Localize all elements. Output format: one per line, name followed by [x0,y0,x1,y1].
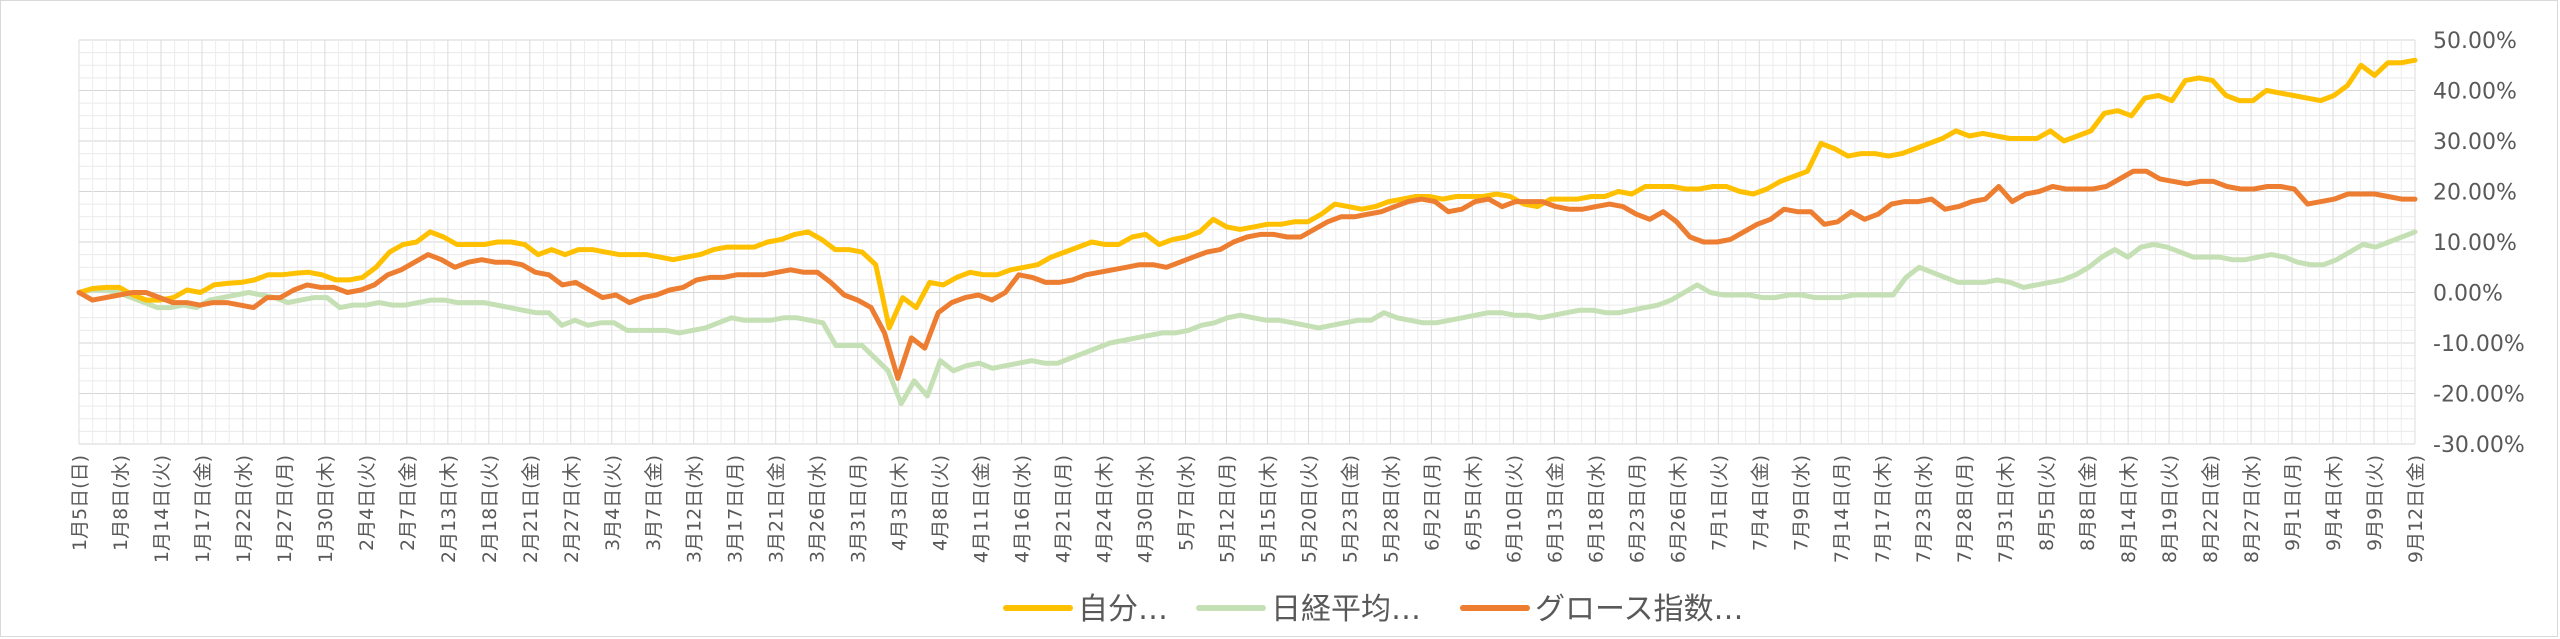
x-tick-label: 3月21日(金) [766,455,788,563]
x-tick-label: 6月10日(火) [1503,455,1525,563]
x-tick-label: 4月21日(月) [1053,455,1075,563]
x-tick-label: 4月3日(木) [889,455,911,551]
x-tick-label: 4月24日(木) [1094,455,1116,563]
x-tick-label: 7月14日(月) [1831,455,1853,563]
legend: 自分… 日経平均… グロース指数… [1003,592,1744,627]
y-tick-label: 40.00% [2433,80,2517,105]
x-tick-label: 1月22日(水) [233,455,255,563]
x-tick-label: 3月31日(月) [848,455,870,563]
legend-entry: 自分… [1078,592,1168,627]
x-tick-label: 5月20日(火) [1298,455,1320,563]
x-tick-label: 7月9日(水) [1790,455,1812,551]
series-lines [76,57,2418,407]
x-tick-label: 5月28日(水) [1380,455,1402,563]
legend-entry: 日経平均… [1271,592,1421,627]
x-tick-label: 1月27日(月) [274,455,296,563]
x-tick-label: 4月11日(金) [971,455,993,563]
x-tick-label: 4月30日(水) [1135,455,1157,563]
x-tick-label: 6月23日(月) [1626,455,1648,563]
x-tick-label: 7月4日(金) [1749,455,1771,551]
x-tick-label: 9月1日(月) [2282,455,2304,551]
x-tick-label: 3月17日(月) [725,455,747,563]
x-tick-label: 2月4日(火) [356,455,378,551]
x-tick-label: 2月13日(木) [438,455,460,563]
legend-entry: グロース指数… [1535,592,1744,627]
x-tick-label: 4月8日(火) [930,455,952,551]
x-tick-label: 1月30日(木) [315,455,337,563]
x-tick-label: 1月8日(水) [110,455,132,551]
x-tick-label: 8月14日(木) [2118,455,2140,563]
x-axis-tick-labels: 1月5日(日) 1月8日(水) 1月14日(火) 1月17日(金) 1月22日(水) 1月… [69,455,2427,563]
x-tick-label: 6月5日(木) [1462,455,1484,551]
x-tick-label: 6月26日(木) [1667,455,1689,563]
x-tick-label: 3月7日(金) [643,455,665,551]
x-tick-label: 2月27日(木) [561,455,583,563]
x-tick-label: 8月27日(水) [2241,455,2263,563]
y-tick-label: 10.00% [2433,231,2517,256]
x-tick-label: 7月17日(木) [1872,455,1894,563]
y-tick-label: -10.00% [2433,332,2525,357]
x-tick-label: 7月1日(火) [1708,455,1730,551]
x-tick-label: 8月5日(火) [2036,455,2058,551]
x-tick-label: 1月17日(金) [192,455,214,563]
x-tick-label: 9月12日(金) [2405,455,2427,563]
x-tick-label: 4月16日(水) [1012,455,1034,563]
y-tick-label: 0.00% [2433,282,2503,307]
x-tick-label: 7月28日(月) [1954,455,1976,563]
x-tick-label: 2月21日(金) [520,455,542,563]
x-tick-label: 8月22日(金) [2200,455,2222,563]
series-line-1 [76,57,2418,331]
x-tick-label: 9月9日(火) [2364,455,2386,551]
x-tick-label: 1月14日(火) [151,455,173,563]
gridlines [78,39,2416,445]
y-tick-label: 20.00% [2433,181,2517,206]
x-tick-label: 1月5日(日) [69,455,91,551]
x-tick-label: 2月18日(火) [479,455,501,563]
x-tick-label: 3月4日(火) [602,455,624,551]
x-tick-label: 7月23日(水) [1913,455,1935,563]
x-tick-label: 5月7日(水) [1176,455,1198,551]
series-line-3 [76,168,2418,381]
x-tick-label: 8月8日(金) [2077,455,2099,551]
x-tick-label: 6月13日(金) [1544,455,1566,563]
x-tick-label: 5月15日(木) [1257,455,1279,563]
y-tick-label: 30.00% [2433,130,2517,155]
series-line-2 [76,229,2418,407]
y-tick-label: -20.00% [2433,383,2525,408]
y-axis-tick-labels: 50.00% 40.00% 30.00% 20.00% 10.00% 0.00% -10.0… [2433,29,2525,458]
x-tick-label: 9月4日(木) [2323,455,2345,551]
x-tick-label: 2月7日(金) [397,455,419,551]
x-tick-label: 6月18日(水) [1585,455,1607,563]
x-tick-label: 7月31日(木) [1995,455,2017,563]
y-tick-label: -30.00% [2433,433,2525,458]
x-tick-label: 3月26日(水) [807,455,829,563]
y-tick-label: 50.00% [2433,29,2517,54]
x-tick-label: 6月2日(月) [1421,455,1443,551]
x-tick-label: 5月23日(金) [1339,455,1361,563]
x-tick-label: 8月19日(火) [2159,455,2181,563]
x-tick-label: 3月12日(水) [684,455,706,563]
x-tick-label: 5月12日(月) [1217,455,1239,563]
